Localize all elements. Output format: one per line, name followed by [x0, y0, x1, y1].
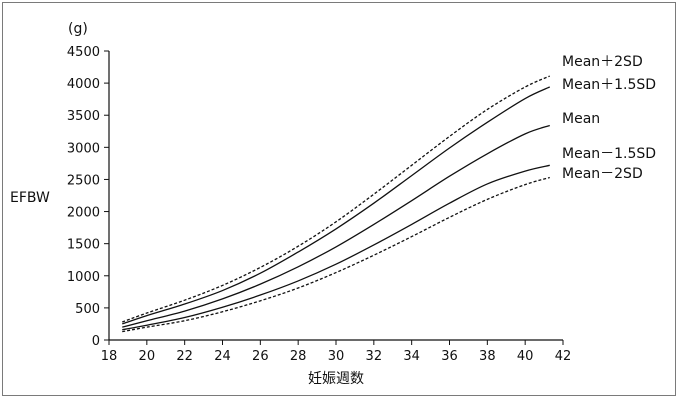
- series-line-2: [122, 124, 550, 328]
- y-tick-label: 2000: [67, 206, 100, 221]
- y-tick-label: 4500: [67, 45, 100, 60]
- x-tick-label: 20: [139, 349, 156, 364]
- y-tick-label: 1000: [67, 270, 100, 285]
- x-tick-label: 34: [403, 349, 420, 364]
- x-tick-label: 38: [479, 349, 496, 364]
- x-tick-label: 36: [441, 349, 458, 364]
- y-tick-label: 3000: [67, 141, 100, 156]
- y-tick-label: 2500: [67, 173, 100, 188]
- x-tick-label: 40: [517, 349, 534, 364]
- series-label-3: Mean－1.5SD: [562, 146, 656, 162]
- x-tick-label: 42: [555, 349, 572, 364]
- x-tick-label: 18: [101, 349, 118, 364]
- series-labels: Mean＋2SD Mean＋1.5SD Mean Mean－1.5SD Mean－2SD: [562, 54, 656, 182]
- series-label-0: Mean＋2SD: [562, 54, 643, 70]
- series-label-2: Mean: [562, 111, 600, 127]
- y-axis-unit: (g): [68, 21, 88, 37]
- y-tick-label: 500: [75, 302, 100, 317]
- series-line-0: [122, 75, 551, 323]
- series-label-4: Mean－2SD: [562, 166, 643, 182]
- series-line-3: [122, 164, 550, 331]
- y-tick-label: 3500: [67, 109, 100, 124]
- x-tick-label: 30: [328, 349, 345, 364]
- x-tick-label: 32: [366, 349, 383, 364]
- axes: [108, 51, 563, 341]
- figure-frame: [2, 2, 676, 396]
- series-line-1: [122, 86, 551, 325]
- series-label-1: Mean＋1.5SD: [562, 77, 656, 93]
- series-lines: [122, 75, 551, 333]
- y-tick-label: 1500: [67, 238, 100, 253]
- x-tick-label: 22: [176, 349, 193, 364]
- x-tick-label: 28: [290, 349, 307, 364]
- x-tick-label: 26: [252, 349, 269, 364]
- series-line-4: [122, 176, 550, 333]
- x-axis-title: 妊娠週数: [308, 371, 364, 387]
- x-tick-label: 24: [214, 349, 231, 364]
- y-tick-label: 4000: [67, 77, 100, 92]
- y-tick-label: 0: [92, 334, 100, 349]
- y-axis-title: EFBW: [10, 190, 50, 206]
- ticks: 0 500 1000 1500 2000 2500 3000 3500 4000 4500 18 20…: [67, 45, 571, 364]
